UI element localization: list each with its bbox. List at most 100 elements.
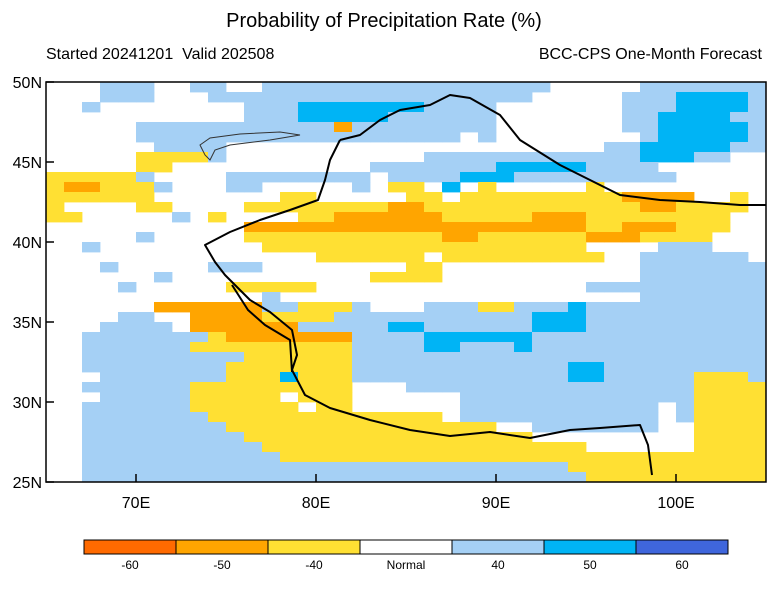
grid-cell: [622, 102, 641, 113]
grid-cell: [442, 462, 461, 473]
grid-cell: [550, 382, 569, 393]
grid-cell: [352, 122, 371, 133]
grid-cell: [370, 342, 389, 353]
grid-cell: [424, 92, 443, 103]
lat-label: 50N: [13, 75, 42, 92]
grid-cell: [568, 422, 587, 433]
grid-cell: [280, 282, 299, 293]
grid-cell: [388, 362, 407, 373]
grid-cell: [460, 192, 479, 203]
grid-cell: [406, 182, 425, 193]
grid-cell: [136, 152, 155, 163]
grid-cell: [280, 452, 299, 463]
grid-cell: [316, 222, 335, 233]
grid-cell: [514, 172, 533, 183]
grid-cell: [352, 242, 371, 253]
grid-cell: [568, 252, 587, 263]
grid-cell: [568, 442, 587, 453]
grid-cell: [370, 372, 389, 383]
grid-cell: [676, 312, 695, 323]
grid-cell: [82, 102, 101, 113]
grid-cell: [496, 302, 515, 313]
grid-cell: [676, 352, 695, 363]
grid-cell: [424, 462, 443, 473]
grid-cell: [622, 232, 641, 243]
grid-cell: [478, 332, 497, 343]
grid-cell: [244, 312, 263, 323]
grid-cell: [316, 462, 335, 473]
grid-cell: [298, 242, 317, 253]
grid-cell: [280, 342, 299, 353]
grid-cell: [334, 352, 353, 363]
grid-cell: [496, 342, 515, 353]
grid-cell: [388, 462, 407, 473]
grid-cell: [622, 212, 641, 223]
grid-cell: [136, 362, 155, 373]
grid-cell: [478, 362, 497, 373]
grid-cell: [532, 152, 551, 163]
grid-cell: [514, 462, 533, 473]
grid-cell: [586, 162, 605, 173]
grid-cell: [532, 452, 551, 463]
grid-cell: [46, 202, 65, 213]
grid-cell: [586, 222, 605, 233]
grid-cell: [442, 82, 461, 93]
grid-cell: [298, 232, 317, 243]
grid-cell: [190, 412, 209, 423]
grid-cell: [262, 342, 281, 353]
grid-cell: [622, 402, 641, 413]
grid-cell: [460, 212, 479, 223]
grid-cell: [388, 122, 407, 133]
grid-cell: [406, 272, 425, 283]
run-info: Started 20241201 Valid 202508: [46, 46, 274, 64]
grid-cell: [352, 112, 371, 123]
grid-cell: [748, 92, 767, 103]
grid-cell: [694, 92, 713, 103]
grid-cell: [712, 452, 731, 463]
grid-cell: [226, 422, 245, 433]
grid-cell: [658, 252, 677, 263]
grid-cell: [496, 442, 515, 453]
grid-cell: [658, 472, 677, 483]
grid-cell: [532, 252, 551, 263]
grid-cell: [676, 142, 695, 153]
grid-cell: [622, 342, 641, 353]
grid-cell: [118, 412, 137, 423]
grid-cell: [370, 252, 389, 263]
grid-cell: [370, 122, 389, 133]
grid-cell: [262, 432, 281, 443]
grid-cell: [334, 242, 353, 253]
grid-cell: [694, 432, 713, 443]
grid-cell: [208, 372, 227, 383]
lat-label: 25N: [13, 475, 42, 492]
grid-cell: [550, 402, 569, 413]
grid-cell: [676, 402, 695, 413]
grid-cell: [496, 222, 515, 233]
grid-cell: [532, 412, 551, 423]
grid-cell: [460, 222, 479, 233]
grid-cell: [316, 422, 335, 433]
grid-cell: [640, 122, 659, 133]
grid-cell: [514, 252, 533, 263]
grid-cell: [658, 272, 677, 283]
grid-cell: [298, 202, 317, 213]
grid-cell: [586, 232, 605, 243]
grid-cell: [244, 332, 263, 343]
grid-cell: [352, 452, 371, 463]
grid-cell: [136, 462, 155, 473]
grid-cell: [334, 392, 353, 403]
grid-cell: [406, 352, 425, 363]
grid-cell: [298, 442, 317, 453]
grid-cell: [190, 462, 209, 473]
grid-cell: [190, 402, 209, 413]
grid-cell: [586, 362, 605, 373]
grid-cell: [352, 222, 371, 233]
grid-cell: [280, 242, 299, 253]
grid-cell: [658, 232, 677, 243]
grid-cell: [640, 192, 659, 203]
grid-cell: [118, 192, 137, 203]
grid-cell: [388, 92, 407, 103]
grid-cell: [262, 122, 281, 133]
grid-cell: [244, 102, 263, 113]
grid-cell: [118, 322, 137, 333]
